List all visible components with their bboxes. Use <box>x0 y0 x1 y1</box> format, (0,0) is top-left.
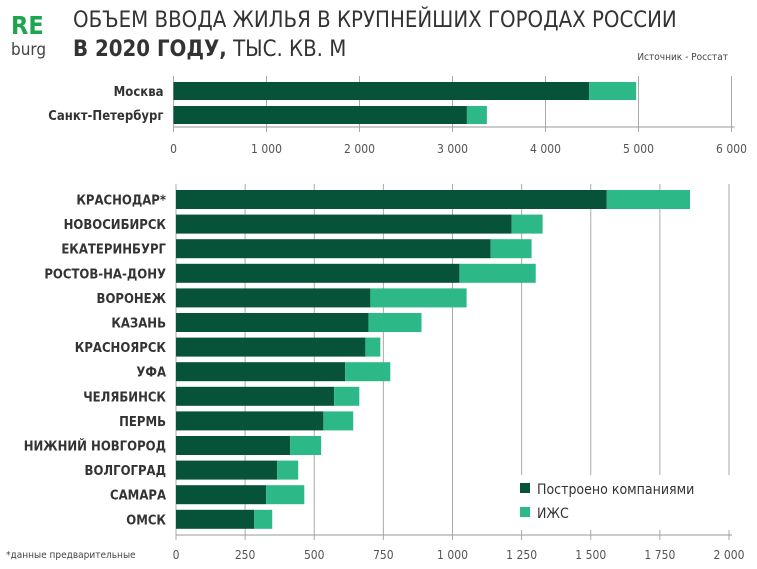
category-label: ЧЕЛЯБИНСК <box>83 390 166 405</box>
bar-izhs <box>266 485 305 505</box>
bar-izhs <box>323 411 354 431</box>
bar-izhs <box>466 106 487 124</box>
bar-izhs <box>365 337 381 357</box>
bar-companies <box>176 386 335 406</box>
x-tick-label: 1 750 <box>644 548 675 562</box>
category-label: Москва <box>114 85 164 100</box>
bar-companies <box>176 214 512 234</box>
bar-companies <box>176 362 346 382</box>
bar-izhs <box>345 362 391 382</box>
bar-izhs <box>334 386 360 406</box>
bar-companies <box>173 82 590 100</box>
bar-companies <box>176 263 460 283</box>
category-label: РОСТОВ-НА-ДОНУ <box>44 267 166 282</box>
bar-izhs <box>511 214 543 234</box>
x-tick-label: 2 000 <box>344 142 375 156</box>
category-label: ОМСК <box>126 513 166 528</box>
legend-label: Построено компаниями <box>537 482 694 498</box>
legend-label: ИЖС <box>537 506 569 522</box>
title-bold: В 2020 ГОДУ, <box>73 37 227 62</box>
category-label: УФА <box>136 366 166 381</box>
bar-companies <box>176 460 278 480</box>
x-tick-label: 250 <box>235 548 256 562</box>
category-label: КАЗАНЬ <box>111 317 166 332</box>
bar-companies <box>176 288 371 308</box>
x-tick-label: 0 <box>170 142 177 156</box>
bar-izhs <box>277 460 299 480</box>
x-tick-label: 4 000 <box>530 142 561 156</box>
category-label: КРАСНОДАР* <box>76 194 166 209</box>
legend-swatch <box>520 483 530 493</box>
bar-izhs <box>290 436 322 455</box>
x-tick-label: 6 000 <box>716 142 747 156</box>
bar-izhs <box>490 239 532 259</box>
bar-izhs <box>368 313 422 332</box>
bar-companies <box>176 485 267 505</box>
category-label: ВОРОНЕЖ <box>97 292 167 307</box>
bar-companies <box>176 411 324 431</box>
category-label: ЕКАТЕРИНБУРГ <box>61 243 166 258</box>
bar-izhs <box>606 190 691 209</box>
bar-companies <box>176 436 291 455</box>
bar-companies <box>176 509 255 529</box>
bar-companies <box>176 190 607 209</box>
title-line2: В 2020 ГОДУ, ТЫС. КВ. М <box>73 37 346 62</box>
x-tick-label: 1 000 <box>251 142 282 156</box>
legend-box <box>515 475 730 530</box>
category-label: ВОЛГОГРАД <box>85 464 166 479</box>
category-label: ПЕРМЬ <box>119 415 166 430</box>
bar-izhs <box>370 288 467 308</box>
x-tick-label: 1 000 <box>437 548 468 562</box>
bar-izhs <box>459 263 536 283</box>
x-tick-label: 2 000 <box>714 548 745 562</box>
category-label: Санкт-Петербург <box>48 109 163 124</box>
x-tick-label: 500 <box>304 548 325 562</box>
x-tick-label: 1 250 <box>506 548 537 562</box>
logo-re: RE <box>11 11 44 40</box>
x-tick-label: 750 <box>373 548 394 562</box>
x-tick-label: 3 000 <box>437 142 468 156</box>
bar-companies <box>176 239 491 259</box>
bar-izhs <box>254 509 273 529</box>
x-tick-label: 0 <box>173 548 180 562</box>
legend-swatch <box>520 507 530 517</box>
source: Источник - Росстат <box>637 52 728 63</box>
footnote: *данные предварительные <box>6 550 136 561</box>
category-label: НОВОСИБИРСК <box>64 218 167 233</box>
bar-companies <box>176 337 366 357</box>
bar-izhs <box>589 82 637 100</box>
logo-burg: burg <box>11 40 46 60</box>
bar-companies <box>173 106 467 124</box>
title-line1: ОБЪЕМ ВВОДА ЖИЛЬЯ В КРУПНЕЙШИХ ГОРОДАХ Р… <box>73 7 677 33</box>
x-tick-label: 5 000 <box>623 142 654 156</box>
title-rest: ТЫС. КВ. М <box>227 37 347 62</box>
category-label: НИЖНИЙ НОВГОРОД <box>24 439 166 455</box>
category-label: КРАСНОЯРСК <box>75 341 167 356</box>
category-label: САМАРА <box>110 489 166 504</box>
bar-companies <box>176 313 369 332</box>
x-tick-label: 1 500 <box>575 548 606 562</box>
